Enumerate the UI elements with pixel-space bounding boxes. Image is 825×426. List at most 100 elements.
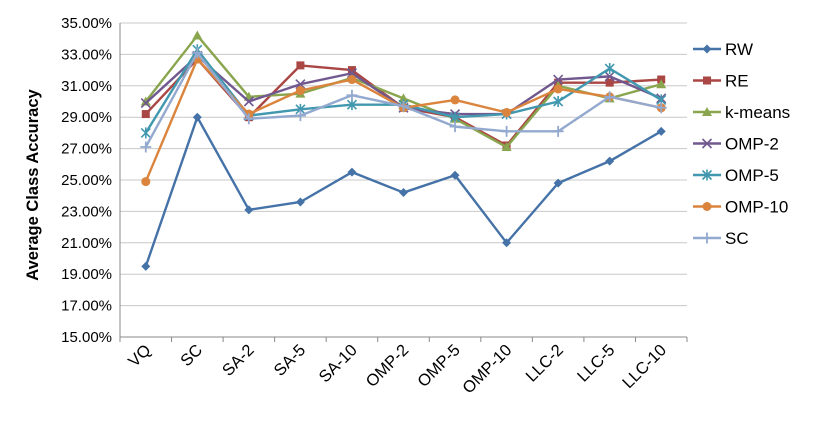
data-point (243, 113, 255, 125)
y-tick-label: 31.00% (61, 78, 112, 95)
legend-item: OMP-10 (693, 198, 788, 217)
series-omp-10 (141, 54, 666, 187)
x-tick-label: OMP-2 (363, 341, 413, 391)
data-point (702, 44, 712, 54)
y-tick-label: 17.00% (61, 298, 112, 315)
legend-label: RW (725, 40, 753, 59)
data-point (398, 93, 409, 103)
data-point (502, 238, 512, 248)
series-lines (140, 30, 667, 271)
data-point (501, 125, 513, 137)
data-point (244, 205, 254, 215)
legend-item: k-means (693, 103, 790, 122)
legend-label: k-means (725, 103, 790, 122)
data-point (243, 96, 254, 107)
x-tick-label: SC (177, 341, 206, 370)
data-point (295, 197, 305, 207)
data-point (398, 100, 409, 112)
axes (119, 23, 688, 342)
data-point (450, 170, 460, 180)
data-point (140, 127, 151, 139)
data-point (553, 96, 564, 107)
legend-item: RW (693, 40, 753, 59)
data-point (296, 61, 305, 70)
data-point (140, 96, 151, 106)
data-point (553, 84, 563, 94)
data-point (347, 66, 356, 75)
data-point (702, 202, 712, 211)
series-omp-5 (140, 44, 667, 139)
data-point (294, 110, 306, 122)
y-tick-label: 35.00% (61, 15, 112, 32)
legend-label: RE (725, 72, 749, 91)
data-point (449, 121, 461, 133)
y-tick-label: 27.00% (61, 141, 112, 158)
x-tick-label: LLC-10 (619, 341, 670, 392)
data-point (502, 107, 512, 117)
data-point (141, 110, 150, 119)
data-point (604, 71, 615, 82)
legend-item: SC (693, 229, 749, 248)
data-point (140, 98, 151, 109)
data-point (346, 99, 358, 111)
data-point (450, 95, 460, 105)
x-tick-label: OMP-10 (459, 341, 515, 397)
data-point (701, 138, 713, 149)
data-point (140, 141, 152, 153)
data-point (702, 107, 712, 116)
legend-item: RE (693, 72, 749, 91)
x-tick-label: VQ (125, 341, 155, 371)
y-tick-label: 15.00% (61, 329, 112, 346)
data-point (295, 86, 305, 96)
data-point (656, 126, 666, 136)
x-tick-label: SA-5 (271, 341, 310, 380)
data-point (605, 156, 615, 166)
x-tick-label: SA-10 (316, 341, 361, 386)
data-point (701, 232, 713, 244)
series-rw (141, 112, 666, 271)
series-sc (140, 47, 667, 153)
x-tick-label: SA-2 (219, 341, 258, 380)
data-point (553, 74, 564, 85)
y-axis-title: Average Class Accuracy (24, 88, 42, 280)
data-point (191, 47, 203, 59)
data-point (449, 111, 461, 123)
data-point (141, 261, 151, 271)
y-tick-label: 19.00% (61, 266, 112, 283)
data-point (192, 30, 203, 40)
y-tick-label: 29.00% (61, 109, 112, 126)
legend-item: OMP-2 (693, 135, 779, 154)
x-tick-label: OMP-5 (414, 341, 464, 391)
data-point (604, 91, 616, 103)
legend-item: OMP-5 (693, 166, 779, 185)
y-tick-label: 23.00% (61, 203, 112, 220)
y-tick-label: 33.00% (61, 46, 112, 63)
data-point (701, 169, 713, 181)
data-point (604, 63, 615, 75)
y-tick-label: 25.00% (61, 172, 112, 189)
y-tick-labels: 15.00% 17.00% 19.00% 21.00% 23.00% 25.00% 27.0… (61, 15, 112, 346)
data-point (399, 188, 408, 198)
legend: RW RE k-means OMP-2 OMP-5 OMP-10 SC (693, 40, 790, 248)
data-point (552, 125, 564, 137)
legend-label: SC (725, 229, 749, 248)
legend-label: OMP-5 (725, 166, 779, 185)
legend-label: OMP-10 (725, 198, 788, 217)
data-point (605, 78, 614, 87)
series-k-means (140, 30, 667, 152)
data-point (141, 177, 151, 187)
data-point (501, 142, 512, 152)
data-point (655, 102, 667, 114)
data-point (656, 79, 667, 89)
legend-label: OMP-2 (725, 135, 779, 154)
data-point (347, 167, 357, 177)
data-point (347, 75, 357, 85)
data-point (553, 178, 563, 188)
data-point (703, 76, 711, 85)
data-point (192, 112, 202, 122)
data-point (346, 89, 358, 101)
x-tick-label: LLC-5 (574, 341, 619, 386)
series-line (144, 34, 662, 149)
